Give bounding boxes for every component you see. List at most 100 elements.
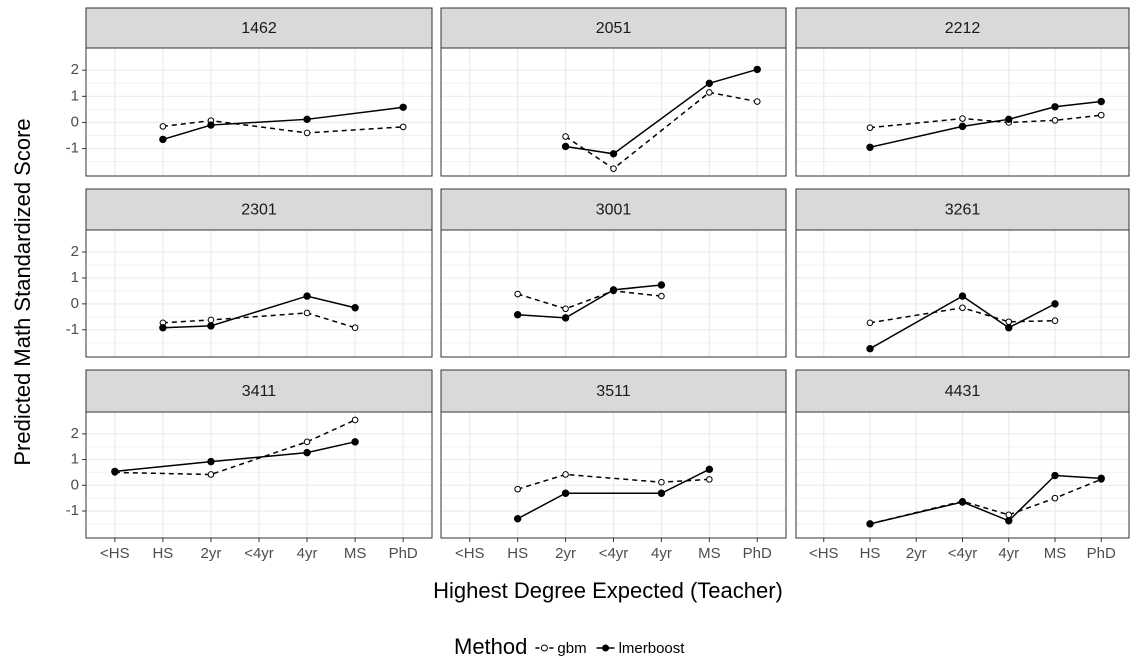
x-tick-label: PhD xyxy=(743,545,772,562)
point xyxy=(959,115,966,122)
legend-label: gbm xyxy=(557,640,586,657)
x-tick-label: 4yr xyxy=(651,545,672,562)
point xyxy=(562,133,569,140)
x-tick-label: <HS xyxy=(455,545,485,562)
point xyxy=(610,165,617,172)
point xyxy=(1051,471,1059,480)
point xyxy=(159,324,167,332)
x-tick-label: <HS xyxy=(809,545,839,562)
strip-text: 4431 xyxy=(945,383,981,400)
line xyxy=(517,290,662,310)
x-tick-label: <HS xyxy=(100,545,130,562)
point xyxy=(609,286,618,294)
legend-title: Method xyxy=(454,634,527,659)
point xyxy=(159,123,167,130)
line xyxy=(517,284,662,319)
point xyxy=(351,416,359,424)
point xyxy=(958,122,967,131)
point xyxy=(1005,115,1013,124)
line xyxy=(114,441,356,473)
point xyxy=(753,65,761,74)
point xyxy=(866,124,874,131)
point xyxy=(866,345,874,353)
point xyxy=(303,292,311,300)
point xyxy=(207,457,215,466)
point xyxy=(514,485,521,493)
line xyxy=(869,306,1056,324)
point xyxy=(658,478,665,486)
x-tick-label: HS xyxy=(152,545,173,562)
point xyxy=(561,314,570,322)
point xyxy=(657,489,666,497)
point xyxy=(207,316,215,324)
y-axis-title: Predicted Math Standardized Score xyxy=(10,118,35,465)
point xyxy=(1005,318,1013,326)
legend-label: lmerboost xyxy=(619,640,686,657)
x-tick-label: 4yr xyxy=(998,545,1019,562)
point xyxy=(303,309,311,317)
x-tick-label: 2yr xyxy=(555,545,576,562)
x-tick-label: PhD xyxy=(1087,545,1116,562)
strip-text: 1462 xyxy=(241,20,277,37)
point xyxy=(1051,317,1059,325)
point xyxy=(657,281,666,289)
x-tick-label: 4yr xyxy=(297,545,318,562)
point xyxy=(705,465,714,474)
point xyxy=(514,290,521,298)
point xyxy=(562,305,569,313)
point xyxy=(1097,474,1105,483)
point xyxy=(1005,324,1013,332)
y-tick-label: 0 xyxy=(71,295,79,312)
line xyxy=(517,468,710,520)
strip xyxy=(85,188,433,231)
line xyxy=(565,68,758,155)
y-tick-label: 0 xyxy=(71,476,79,493)
y-tick-label: 1 xyxy=(71,451,79,468)
x-tick-label: HS xyxy=(860,545,881,562)
point xyxy=(207,322,215,330)
point xyxy=(562,471,569,478)
point xyxy=(303,115,311,124)
point xyxy=(706,89,713,96)
point xyxy=(513,311,522,319)
point xyxy=(399,123,407,131)
strip-text: 2301 xyxy=(241,202,277,219)
point xyxy=(1005,517,1013,525)
legend-key-point xyxy=(540,644,548,652)
point xyxy=(866,319,874,327)
point xyxy=(1097,97,1105,106)
point xyxy=(1051,117,1059,124)
point xyxy=(303,129,311,137)
x-tick-label: 2yr xyxy=(906,545,927,562)
legend: Method gbm lmerboost xyxy=(454,634,685,659)
legend-key-point xyxy=(602,644,610,652)
y-tick-label: 0 xyxy=(71,113,79,130)
point xyxy=(1051,494,1059,502)
line xyxy=(162,295,356,329)
x-tick-label: MS xyxy=(1044,545,1067,562)
line xyxy=(869,295,1056,350)
strip-text: 3411 xyxy=(242,383,277,400)
strip xyxy=(440,7,787,49)
strip-text: 2051 xyxy=(596,20,632,37)
line xyxy=(114,419,356,476)
point xyxy=(303,438,311,446)
x-tick-label: <4yr xyxy=(244,545,274,562)
strip xyxy=(795,7,1130,49)
strip-text: 2212 xyxy=(945,20,981,37)
strip xyxy=(795,188,1130,231)
point xyxy=(561,142,570,151)
y-tick-label: 2 xyxy=(71,243,79,260)
point xyxy=(561,489,570,497)
point xyxy=(706,476,713,483)
point xyxy=(958,292,967,300)
point xyxy=(1005,511,1013,519)
x-tick-label: MS xyxy=(344,545,367,562)
strip-text: 3001 xyxy=(596,202,632,219)
strip xyxy=(440,188,787,231)
point xyxy=(753,98,761,105)
y-tick-label: 2 xyxy=(71,425,79,442)
y-tick-label: 2 xyxy=(71,61,79,78)
point xyxy=(111,467,119,476)
point xyxy=(609,150,618,158)
